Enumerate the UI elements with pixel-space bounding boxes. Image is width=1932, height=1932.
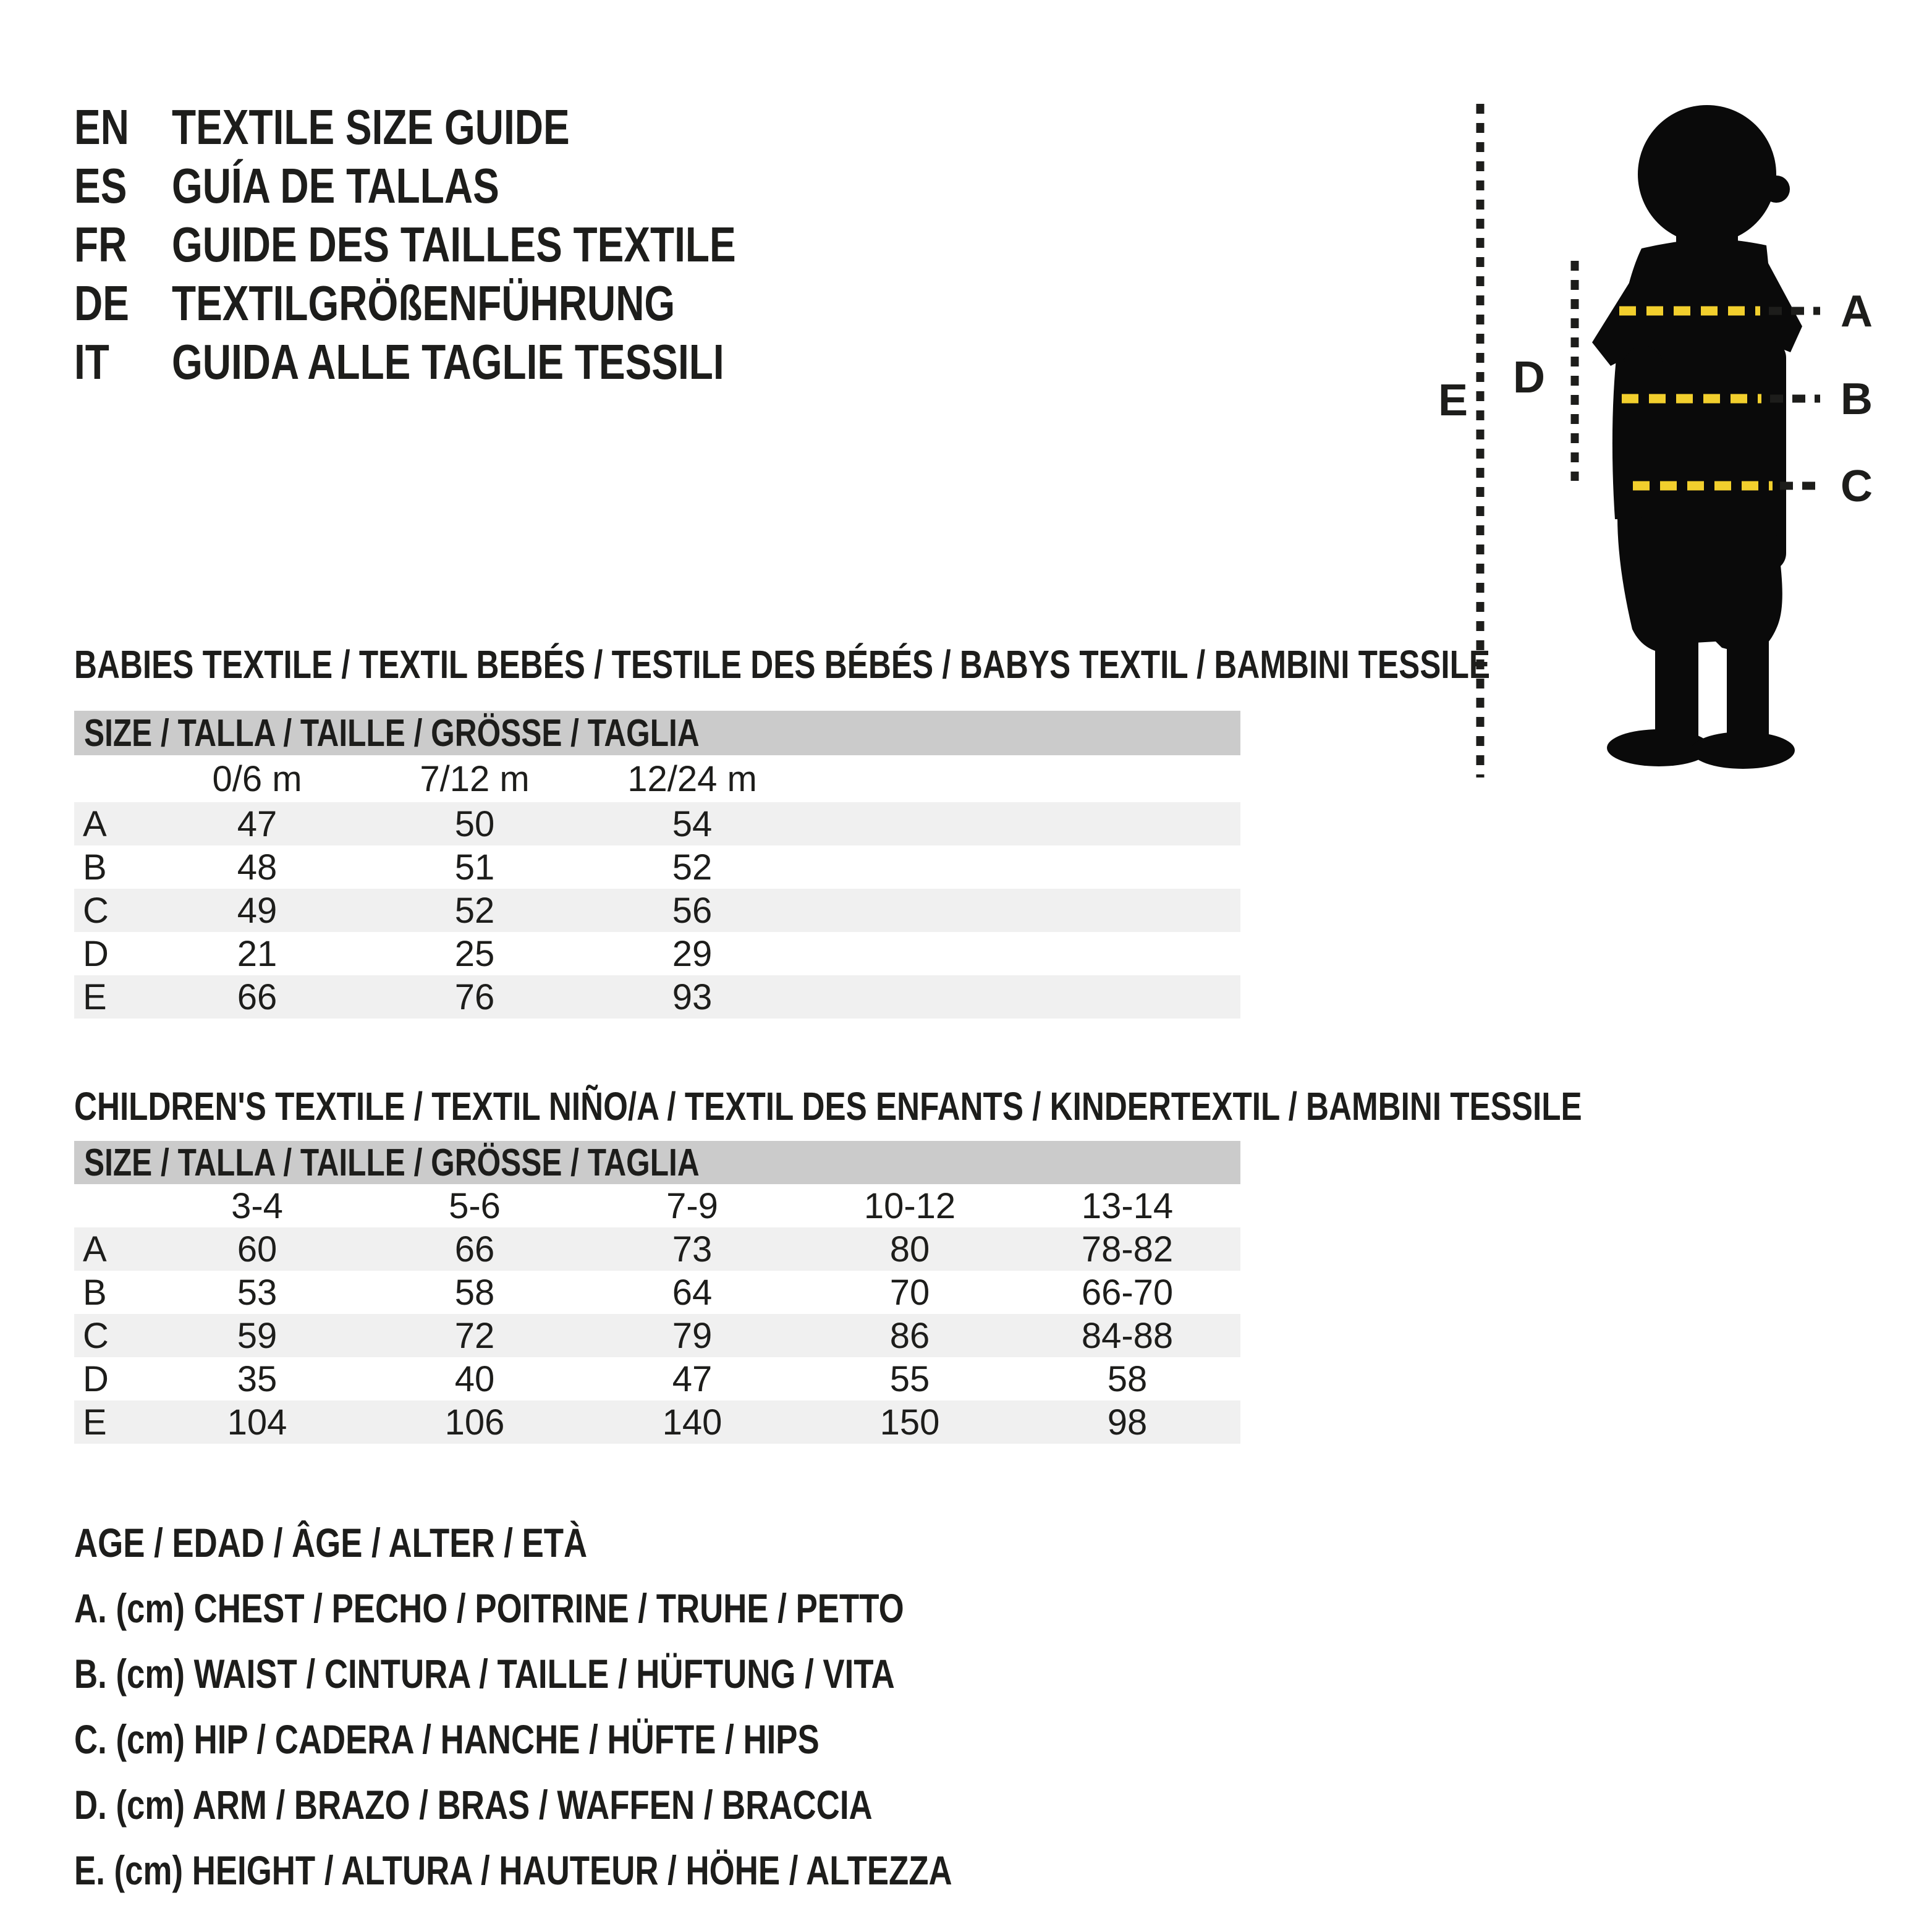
language-title: TEXTILGRÖßENFÜHRUNG <box>172 276 676 331</box>
children-size-header-bar: SIZE / TALLA / TAILLE / GRÖSSE / TAGLIA <box>74 1141 1240 1184</box>
babies-table-title: BABIES TEXTILE / TEXTIL BEBÉS / TESTILE … <box>74 642 1491 687</box>
babies-cell: 51 <box>454 847 495 888</box>
children-column-header: 10-12 <box>863 1185 956 1226</box>
language-row: FR GUIDE DES TAILLES TEXTILE <box>0 216 1360 273</box>
babies-size-header-label: SIZE / TALLA / TAILLE / GRÖSSE / TAGLIA <box>84 711 700 755</box>
table-row-stripe <box>74 975 1240 1019</box>
children-row-label: C <box>83 1315 109 1356</box>
children-cell: 72 <box>454 1315 495 1356</box>
children-cell: 66 <box>454 1229 495 1269</box>
children-cell: 79 <box>672 1315 713 1356</box>
legend-arm: D. (cm) ARM / BRAZO / BRAS / WAFFEN / BR… <box>74 1782 873 1828</box>
babies-cell: 50 <box>454 803 495 844</box>
babies-cell: 54 <box>672 803 713 844</box>
table-row-stripe <box>74 1227 1240 1271</box>
babies-cell: 49 <box>237 890 278 931</box>
figure-label-c: C <box>1841 462 1873 511</box>
children-column-header: 5-6 <box>449 1185 501 1226</box>
babies-row-label: D <box>83 933 109 974</box>
children-table-title: CHILDREN'S TEXTILE / TEXTIL NIÑO/A / TEX… <box>74 1084 1582 1129</box>
children-row-label: D <box>83 1358 109 1399</box>
legend-chest: A. (cm) CHEST / PECHO / POITRINE / TRUHE… <box>74 1585 904 1631</box>
babies-row-label: E <box>83 977 107 1017</box>
language-title: GUIDE DES TAILLES TEXTILE <box>172 217 736 272</box>
children-cell: 35 <box>237 1358 278 1399</box>
children-cell: 53 <box>237 1272 278 1313</box>
babies-cell: 29 <box>672 933 713 974</box>
children-cell: 150 <box>879 1402 940 1443</box>
children-column-header: 7-9 <box>666 1185 718 1226</box>
language-row: EN TEXTILE SIZE GUIDE <box>0 99 1360 156</box>
language-code: DE <box>74 276 129 331</box>
children-cell: 140 <box>662 1402 722 1443</box>
children-cell: 104 <box>227 1402 287 1443</box>
children-cell: 59 <box>237 1315 278 1356</box>
babies-column-header: 7/12 m <box>420 758 530 799</box>
children-cell: 60 <box>237 1229 278 1269</box>
language-title: TEXTILE SIZE GUIDE <box>172 100 570 155</box>
babies-size-header-bar: SIZE / TALLA / TAILLE / GRÖSSE / TAGLIA <box>74 711 1240 755</box>
legend-hip: C. (cm) HIP / CADERA / HANCHE / HÜFTE / … <box>74 1716 820 1762</box>
children-row-label: E <box>83 1402 107 1443</box>
children-row-label: B <box>83 1272 107 1313</box>
children-cell: 98 <box>1107 1402 1148 1443</box>
children-cell: 58 <box>454 1272 495 1313</box>
table-row-stripe <box>74 889 1240 932</box>
figure-label-e: E <box>1438 376 1468 425</box>
children-cell: 66-70 <box>1081 1272 1174 1313</box>
language-code: IT <box>74 334 109 389</box>
babies-cell: 52 <box>454 890 495 931</box>
children-column-header: 13-14 <box>1081 1185 1174 1226</box>
babies-row-label: A <box>83 803 107 844</box>
babies-cell: 66 <box>237 977 278 1017</box>
babies-cell: 47 <box>237 803 278 844</box>
children-size-header-label: SIZE / TALLA / TAILLE / GRÖSSE / TAGLIA <box>84 1141 700 1184</box>
children-cell: 64 <box>672 1272 713 1313</box>
children-cell: 58 <box>1107 1358 1148 1399</box>
children-cell: 84-88 <box>1081 1315 1174 1356</box>
figure-label-d: D <box>1513 353 1545 402</box>
babies-column-header: 12/24 m <box>627 758 757 799</box>
language-row: IT GUIDA ALLE TAGLIE TESSILI <box>0 334 1360 391</box>
children-cell: 40 <box>454 1358 495 1399</box>
table-row-stripe <box>74 802 1240 845</box>
children-cell: 78-82 <box>1081 1229 1174 1269</box>
children-column-header: 3-4 <box>231 1185 283 1226</box>
children-cell: 80 <box>889 1229 930 1269</box>
children-row-label: A <box>83 1229 107 1269</box>
children-cell: 86 <box>889 1315 930 1356</box>
babies-cell: 48 <box>237 847 278 888</box>
language-row: ES GUÍA DE TALLAS <box>0 158 1360 214</box>
language-code: FR <box>74 217 127 272</box>
legend-height: E. (cm) HEIGHT / ALTURA / HAUTEUR / HÖHE… <box>74 1847 952 1893</box>
legend-age: AGE / EDAD / ÂGE / ALTER / ETÀ <box>74 1520 588 1566</box>
legend-waist: B. (cm) WAIST / CINTURA / TAILLE / HÜFTU… <box>74 1651 895 1697</box>
babies-cell: 93 <box>672 977 713 1017</box>
language-row: DE TEXTILGRÖßENFÜHRUNG <box>0 275 1360 332</box>
language-code: EN <box>74 100 129 155</box>
babies-cell: 25 <box>454 933 495 974</box>
babies-cell: 52 <box>672 847 713 888</box>
table-row-stripe <box>74 1314 1240 1357</box>
figure-label-b: B <box>1841 375 1873 424</box>
children-cell: 73 <box>672 1229 713 1269</box>
children-cell: 106 <box>444 1402 505 1443</box>
children-cell: 47 <box>672 1358 713 1399</box>
babies-cell: 76 <box>454 977 495 1017</box>
children-cell: 70 <box>889 1272 930 1313</box>
language-title: GUIDA ALLE TAGLIE TESSILI <box>172 334 724 389</box>
babies-cell: 21 <box>237 933 278 974</box>
babies-row-label: B <box>83 847 107 888</box>
language-title: GUÍA DE TALLAS <box>172 158 499 213</box>
language-code: ES <box>74 158 127 213</box>
children-cell: 55 <box>889 1358 930 1399</box>
figure-label-a: A <box>1841 287 1873 336</box>
babies-column-header: 0/6 m <box>212 758 302 799</box>
babies-row-label: C <box>83 890 109 931</box>
babies-cell: 56 <box>672 890 713 931</box>
table-row-stripe <box>74 1400 1240 1444</box>
